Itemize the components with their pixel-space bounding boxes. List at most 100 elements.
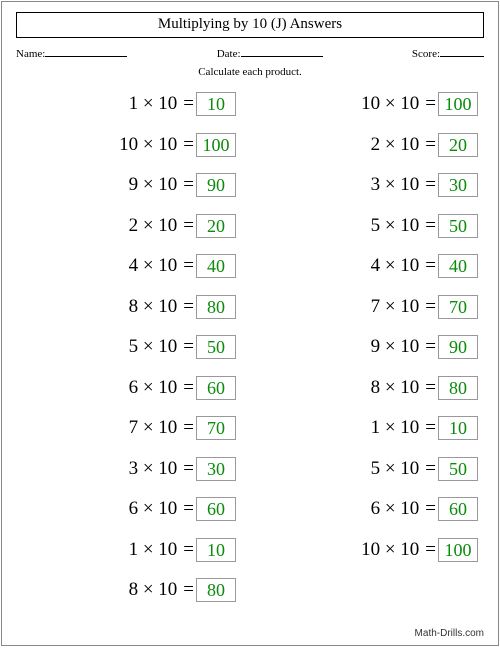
- score-field: Score:: [412, 46, 484, 60]
- problem-expression: 1 × 10: [22, 93, 181, 115]
- answer-box[interactable]: 60: [196, 376, 236, 400]
- equals-sign: =: [181, 377, 196, 399]
- score-label: Score:: [412, 48, 440, 60]
- problem-row: 8 × 10=80: [22, 287, 236, 328]
- footer-attribution: Math-Drills.com: [415, 628, 484, 639]
- name-blank[interactable]: [45, 46, 127, 57]
- date-blank[interactable]: [241, 46, 323, 57]
- problems-column-left: 1 × 10=1010 × 10=1009 × 10=902 × 10=204 …: [22, 84, 236, 611]
- answer-box[interactable]: 70: [196, 416, 236, 440]
- problems-grid: 1 × 10=1010 × 10=1009 × 10=902 × 10=204 …: [16, 84, 484, 611]
- worksheet-page: Multiplying by 10 (J) Answers Name: Date…: [1, 1, 499, 646]
- problem-expression: 8 × 10: [264, 377, 423, 399]
- answer-box[interactable]: 100: [196, 133, 236, 157]
- score-blank[interactable]: [440, 46, 484, 57]
- answer-box[interactable]: 30: [196, 457, 236, 481]
- problem-row: 6 × 10=60: [22, 368, 236, 409]
- problem-expression: 2 × 10: [22, 215, 181, 237]
- answer-box[interactable]: 10: [196, 92, 236, 116]
- equals-sign: =: [181, 255, 196, 277]
- problem-row: 4 × 10=40: [264, 246, 478, 287]
- equals-sign: =: [423, 255, 438, 277]
- problem-row: 10 × 10=100: [22, 125, 236, 166]
- equals-sign: =: [181, 498, 196, 520]
- answer-box[interactable]: 100: [438, 92, 478, 116]
- problem-row: 2 × 10=20: [264, 125, 478, 166]
- problem-row: 7 × 10=70: [264, 287, 478, 328]
- equals-sign: =: [181, 336, 196, 358]
- answer-box[interactable]: 90: [196, 173, 236, 197]
- page-title: Multiplying by 10 (J) Answers: [158, 16, 342, 32]
- answer-box[interactable]: 50: [438, 457, 478, 481]
- problem-expression: 7 × 10: [264, 296, 423, 318]
- equals-sign: =: [423, 215, 438, 237]
- problem-row: 6 × 10=60: [22, 489, 236, 530]
- name-label: Name:: [16, 48, 45, 60]
- answer-box[interactable]: 80: [196, 578, 236, 602]
- equals-sign: =: [181, 215, 196, 237]
- equals-sign: =: [181, 174, 196, 196]
- problem-expression: 4 × 10: [264, 255, 423, 277]
- problem-expression: 4 × 10: [22, 255, 181, 277]
- problem-row: 2 × 10=20: [22, 206, 236, 247]
- equals-sign: =: [423, 539, 438, 561]
- answer-box[interactable]: 40: [438, 254, 478, 278]
- problem-expression: 1 × 10: [22, 539, 181, 561]
- answer-box[interactable]: 90: [438, 335, 478, 359]
- problem-expression: 6 × 10: [22, 377, 181, 399]
- problem-expression: 8 × 10: [22, 296, 181, 318]
- equals-sign: =: [423, 498, 438, 520]
- problem-row: 6 × 10=60: [264, 489, 478, 530]
- problem-expression: 6 × 10: [22, 498, 181, 520]
- problem-row: 1 × 10=10: [264, 408, 478, 449]
- date-field: Date:: [217, 46, 323, 60]
- answer-box[interactable]: 70: [438, 295, 478, 319]
- answer-box[interactable]: 10: [196, 538, 236, 562]
- problem-expression: 1 × 10: [264, 417, 423, 439]
- problem-expression: 10 × 10: [264, 539, 423, 561]
- equals-sign: =: [423, 336, 438, 358]
- problem-row: 9 × 10=90: [22, 165, 236, 206]
- answer-box[interactable]: 50: [196, 335, 236, 359]
- equals-sign: =: [423, 458, 438, 480]
- problem-expression: 3 × 10: [264, 174, 423, 196]
- equals-sign: =: [181, 93, 196, 115]
- answer-box[interactable]: 60: [196, 497, 236, 521]
- answer-box[interactable]: 80: [438, 376, 478, 400]
- problem-row: 7 × 10=70: [22, 408, 236, 449]
- answer-box[interactable]: 10: [438, 416, 478, 440]
- answer-box[interactable]: 80: [196, 295, 236, 319]
- title-box: Multiplying by 10 (J) Answers: [16, 12, 484, 38]
- answer-box[interactable]: 20: [196, 214, 236, 238]
- problem-row: 1 × 10=10: [22, 84, 236, 125]
- problem-row: 5 × 10=50: [22, 327, 236, 368]
- problem-expression: 2 × 10: [264, 134, 423, 156]
- problem-row: 9 × 10=90: [264, 327, 478, 368]
- equals-sign: =: [181, 134, 196, 156]
- answer-box[interactable]: 40: [196, 254, 236, 278]
- name-field: Name:: [16, 46, 127, 60]
- header-row: Name: Date: Score:: [16, 46, 484, 60]
- equals-sign: =: [181, 539, 196, 561]
- answer-box[interactable]: 60: [438, 497, 478, 521]
- problem-row: 5 × 10=50: [264, 206, 478, 247]
- answer-box[interactable]: 100: [438, 538, 478, 562]
- equals-sign: =: [423, 296, 438, 318]
- problem-expression: 5 × 10: [264, 215, 423, 237]
- equals-sign: =: [423, 377, 438, 399]
- equals-sign: =: [181, 458, 196, 480]
- answer-box[interactable]: 20: [438, 133, 478, 157]
- answer-box[interactable]: 30: [438, 173, 478, 197]
- equals-sign: =: [181, 579, 196, 601]
- problem-expression: 3 × 10: [22, 458, 181, 480]
- problem-expression: 9 × 10: [22, 174, 181, 196]
- problem-row: 8 × 10=80: [264, 368, 478, 409]
- equals-sign: =: [423, 174, 438, 196]
- problem-expression: 6 × 10: [264, 498, 423, 520]
- equals-sign: =: [423, 417, 438, 439]
- problem-row: 3 × 10=30: [22, 449, 236, 490]
- equals-sign: =: [181, 296, 196, 318]
- problem-row: 3 × 10=30: [264, 165, 478, 206]
- answer-box[interactable]: 50: [438, 214, 478, 238]
- problem-expression: 9 × 10: [264, 336, 423, 358]
